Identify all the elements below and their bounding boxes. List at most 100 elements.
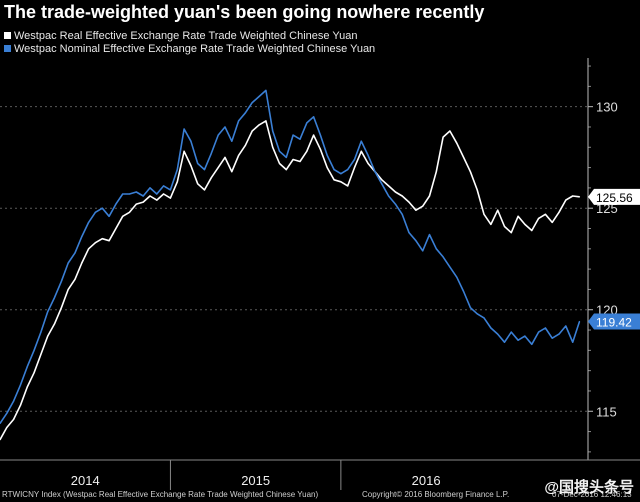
series-0-point-85 xyxy=(578,196,581,198)
series-0-point-6 xyxy=(40,353,42,356)
series-1-point-23 xyxy=(156,193,158,195)
series-0-point-26 xyxy=(176,181,178,183)
series-1-point-34 xyxy=(231,140,233,142)
series-1-point-82 xyxy=(558,333,560,335)
legend-swatch-nominal xyxy=(4,45,11,52)
series-1-point-46 xyxy=(313,116,315,118)
series-1-point-74 xyxy=(503,341,506,343)
series-0-point-23 xyxy=(156,199,158,201)
series-1-point-61 xyxy=(415,240,417,242)
series-1-point-37 xyxy=(251,102,253,104)
series-1-point-60 xyxy=(408,231,410,234)
series-1-point-21 xyxy=(142,195,144,197)
series-1-point-59 xyxy=(401,213,403,215)
series-0-point-49 xyxy=(333,179,335,181)
series-0-point-29 xyxy=(197,183,199,185)
series-1-point-69 xyxy=(469,307,471,309)
x-tick-label-2015: 2015 xyxy=(241,473,270,488)
footer-copyright: Copyright© 2016 Bloomberg Finance L.P. xyxy=(362,490,510,499)
series-0-point-81 xyxy=(551,221,553,224)
series-0-point-30 xyxy=(203,189,206,191)
series-0-point-11 xyxy=(74,278,76,280)
series-1-point-36 xyxy=(244,112,247,114)
series-1-point-30 xyxy=(203,169,206,171)
series-1-point-0 xyxy=(0,422,1,425)
series-0-point-62 xyxy=(422,205,424,207)
series-1-point-11 xyxy=(74,252,76,254)
series-0-point-14 xyxy=(94,242,97,244)
series-1-point-13 xyxy=(88,221,90,224)
series-0-point-50 xyxy=(340,181,342,183)
series-1-point-27 xyxy=(183,128,185,130)
series-1-point-79 xyxy=(537,331,540,333)
series-0-point-76 xyxy=(517,215,519,217)
series-1-point-8 xyxy=(53,296,56,299)
series-0-point-78 xyxy=(531,229,533,232)
series-0-point-36 xyxy=(244,144,247,146)
series-0-point-66 xyxy=(449,130,451,132)
series-line-1 xyxy=(0,89,581,424)
series-1-point-45 xyxy=(306,122,308,124)
series-1-point-26 xyxy=(176,169,178,171)
series-1-point-44 xyxy=(299,138,301,140)
series-1-point-50 xyxy=(340,173,342,175)
series-0-point-43 xyxy=(292,158,294,161)
series-1-point-52 xyxy=(353,158,356,161)
legend: Westpac Real Effective Exchange Rate Tra… xyxy=(4,29,375,55)
series-1-point-1 xyxy=(6,412,8,414)
series-1-point-6 xyxy=(40,331,42,333)
series-0-point-34 xyxy=(231,171,233,173)
series-1-point-25 xyxy=(169,189,172,191)
series-1-point-10 xyxy=(67,262,69,264)
series-0-point-35 xyxy=(238,154,240,157)
series-0-point-79 xyxy=(537,217,540,219)
series-1-point-12 xyxy=(81,236,83,238)
y-tick-label-130: 130 xyxy=(596,100,618,115)
series-0-point-39 xyxy=(265,120,267,122)
series-line-0 xyxy=(0,120,580,441)
series-0-point-19 xyxy=(128,211,131,213)
series-0-point-68 xyxy=(462,156,465,159)
series-1-point-66 xyxy=(449,266,451,268)
series-0-point-20 xyxy=(135,203,137,205)
series-0-point-5 xyxy=(33,372,35,374)
series-1-point-20 xyxy=(135,191,137,193)
series-0-point-9 xyxy=(60,307,62,309)
series-1-point-49 xyxy=(333,169,335,171)
series-0-point-70 xyxy=(476,189,478,191)
series-0-point-37 xyxy=(251,130,253,132)
series-1-point-51 xyxy=(347,169,349,171)
series-1-point-80 xyxy=(544,327,546,329)
series-0-point-10 xyxy=(67,288,69,291)
series-1-point-77 xyxy=(524,335,526,337)
series-0-point-41 xyxy=(278,162,281,165)
series-0-point-57 xyxy=(387,185,390,187)
series-0-point-64 xyxy=(435,171,437,173)
series-0-point-44 xyxy=(299,160,301,163)
series-1-point-39 xyxy=(265,89,267,92)
series-0-point-56 xyxy=(381,179,383,181)
series-1-point-22 xyxy=(149,187,151,189)
series-0-point-27 xyxy=(183,150,185,152)
series-0-point-16 xyxy=(108,240,110,242)
series-1-point-7 xyxy=(47,311,49,313)
series-1-point-81 xyxy=(551,337,553,339)
series-1-point-2 xyxy=(13,400,15,402)
series-1-point-4 xyxy=(26,365,28,368)
series-1-point-68 xyxy=(462,290,465,293)
series-1-point-62 xyxy=(422,250,424,252)
series-0-point-63 xyxy=(428,195,431,197)
series-0-point-33 xyxy=(224,156,226,159)
series-0-point-67 xyxy=(456,142,458,144)
series-0-point-71 xyxy=(483,213,485,215)
series-0-point-2 xyxy=(13,418,15,420)
legend-label-nominal: Westpac Nominal Effective Exchange Rate … xyxy=(14,42,376,55)
series-1-point-17 xyxy=(115,203,117,205)
last-value-label-0: 125.56 xyxy=(596,191,633,205)
series-0-point-69 xyxy=(469,171,471,173)
last-value-tag-0: 125.56 xyxy=(588,188,640,205)
series-0-point-32 xyxy=(217,166,219,169)
series-1-point-48 xyxy=(326,154,328,157)
series-1-point-71 xyxy=(483,317,485,319)
x-tick-label-2014: 2014 xyxy=(71,473,100,488)
